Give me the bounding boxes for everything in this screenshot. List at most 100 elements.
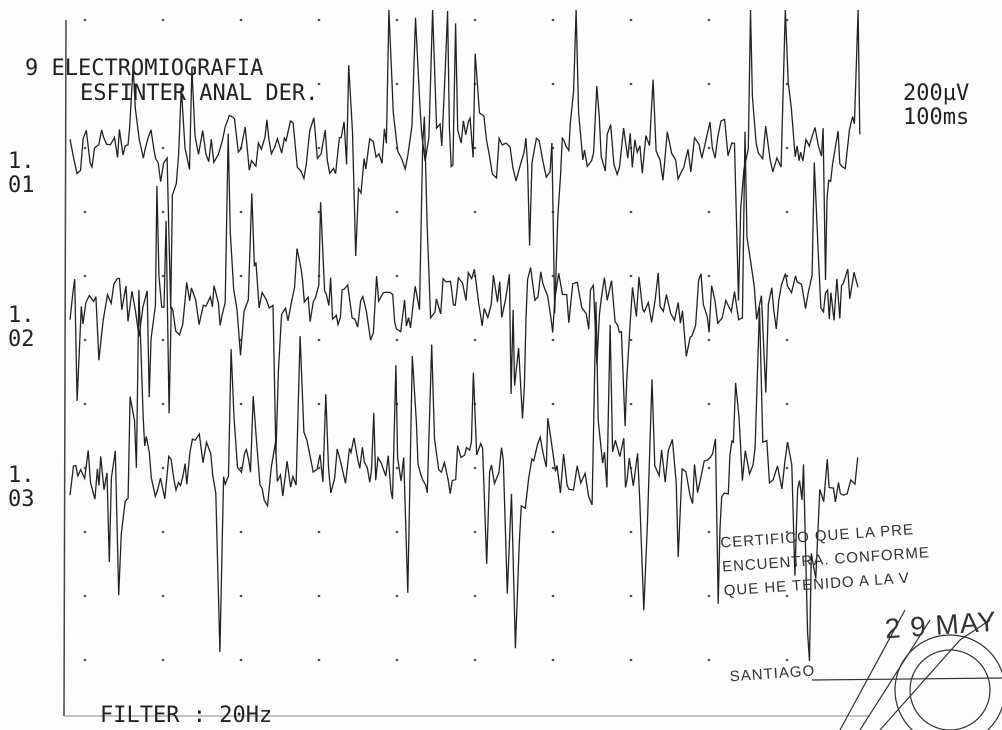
title: 9 ELECTROMIOGRAFIA	[25, 56, 263, 81]
grid-dot	[395, 338, 399, 342]
grid-dot	[629, 594, 633, 598]
grid-dot	[785, 210, 789, 214]
stamp-place: SANTIAGO	[729, 662, 815, 685]
grid-dot	[239, 274, 243, 278]
grid-dot	[239, 210, 243, 214]
grid-dot	[707, 402, 711, 406]
grid-dot	[473, 530, 477, 534]
grid-dot	[317, 18, 321, 22]
grid-dot	[551, 530, 555, 534]
channel-label: 1.	[8, 463, 35, 488]
grid-dot	[551, 82, 555, 86]
grid-dot	[83, 82, 87, 86]
grid-dot	[785, 594, 789, 598]
grid-dot	[629, 18, 633, 22]
grid-dot	[551, 338, 555, 342]
emg-trace	[69, 9, 861, 314]
grid-dot	[785, 466, 789, 470]
grid-dot	[707, 82, 711, 86]
grid-dot	[395, 210, 399, 214]
grid-dot	[707, 658, 711, 662]
grid-dot	[239, 530, 243, 534]
emg-trace	[69, 116, 859, 455]
grid-dot	[83, 338, 87, 342]
grid-dot	[239, 658, 243, 662]
grid-dot	[785, 402, 789, 406]
grid-dot	[551, 402, 555, 406]
grid-dot	[629, 210, 633, 214]
grid-dot	[785, 338, 789, 342]
grid-dot	[551, 466, 555, 470]
grid-dot	[239, 82, 243, 86]
grid-dot	[161, 146, 165, 150]
grid-dot	[317, 466, 321, 470]
grid-dot	[161, 530, 165, 534]
grid-dot	[83, 146, 87, 150]
grid-dot	[785, 82, 789, 86]
grid-dot	[83, 18, 87, 22]
grid-dot	[473, 18, 477, 22]
grid-dot	[161, 274, 165, 278]
grid-dot	[707, 146, 711, 150]
grid-dot	[83, 210, 87, 214]
grid-dot	[473, 146, 477, 150]
grid-dot	[83, 530, 87, 534]
grid-dot	[473, 338, 477, 342]
grid-dot	[785, 146, 789, 150]
subtitle: ESFINTER ANAL DER.	[80, 81, 318, 106]
grid-dot	[161, 18, 165, 22]
channel-number: 03	[8, 487, 35, 512]
grid-dot	[161, 594, 165, 598]
grid-dot	[395, 274, 399, 278]
grid-dot	[707, 338, 711, 342]
time-scale: 100ms	[903, 105, 969, 130]
grid-dot	[83, 658, 87, 662]
grid-dot	[161, 658, 165, 662]
grid-dot	[317, 338, 321, 342]
grid-dot	[317, 402, 321, 406]
grid-dot	[83, 594, 87, 598]
grid-dot	[551, 594, 555, 598]
grid-dot	[395, 594, 399, 598]
grid-dot	[629, 658, 633, 662]
grid-dot	[317, 146, 321, 150]
left-axis	[63, 19, 67, 717]
grid-dot	[707, 274, 711, 278]
grid-dot	[473, 466, 477, 470]
grid-dot	[707, 594, 711, 598]
grid-dot	[317, 658, 321, 662]
amplitude-scale: 200µV	[903, 81, 969, 106]
grid-dot	[161, 210, 165, 214]
grid-dot	[395, 18, 399, 22]
grid-dot	[317, 82, 321, 86]
grid-dot	[83, 402, 87, 406]
grid-dot	[785, 530, 789, 534]
grid-dot	[395, 82, 399, 86]
grid-dot	[395, 466, 399, 470]
grid-dot	[785, 658, 789, 662]
grid-dot	[317, 210, 321, 214]
grid-dot	[161, 402, 165, 406]
grid-dot	[317, 530, 321, 534]
channel-number: 02	[8, 327, 35, 352]
grid-dot	[707, 530, 711, 534]
grid-dot	[161, 338, 165, 342]
traces	[69, 9, 861, 661]
grid-dot	[551, 658, 555, 662]
signature	[811, 609, 1002, 730]
filter-label: FILTER : 20Hz	[100, 703, 272, 728]
channel-label: 1.	[8, 303, 35, 328]
emg-trace	[69, 289, 859, 661]
grid-dot	[629, 530, 633, 534]
grid-dot	[629, 82, 633, 86]
grid-dot	[629, 402, 633, 406]
grid-dot	[395, 658, 399, 662]
grid-dot	[395, 530, 399, 534]
grid-dot	[83, 274, 87, 278]
grid-dot	[473, 594, 477, 598]
grid-dot	[161, 466, 165, 470]
grid-dot	[629, 274, 633, 278]
grid-dot	[629, 338, 633, 342]
grid-dot	[707, 18, 711, 22]
grid-dot	[161, 82, 165, 86]
